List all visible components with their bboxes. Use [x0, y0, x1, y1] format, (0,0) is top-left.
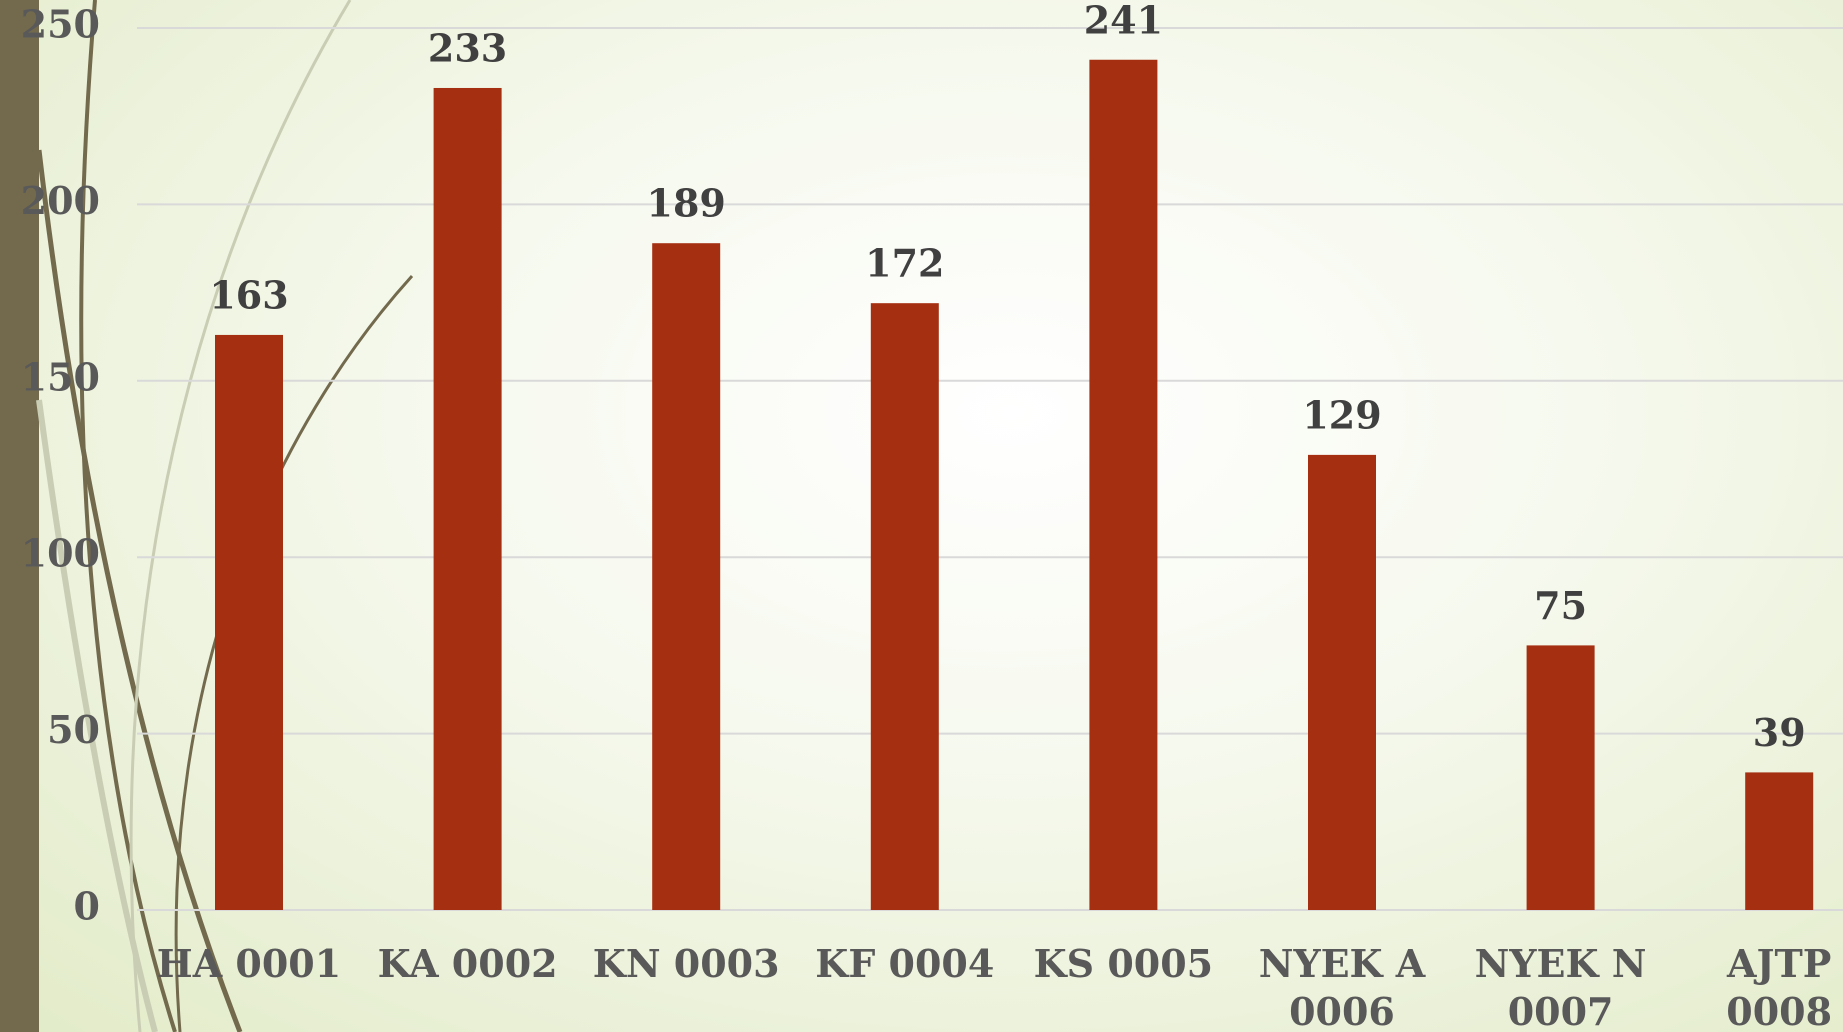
y-tick-label: 0 [74, 884, 100, 929]
x-tick-label: NYEK A 0006 [1258, 941, 1426, 1032]
data-label: 241 [1084, 0, 1163, 42]
x-tick-label: KN 0003 [592, 941, 780, 986]
x-tick-label: KS 0005 [1033, 941, 1214, 986]
curve [129, 0, 352, 1032]
x-tick-label: KF 0004 [815, 941, 995, 986]
y-tick-label: 50 [47, 707, 100, 752]
data-label: 163 [209, 272, 288, 317]
data-label: 75 [1534, 583, 1587, 628]
curve [36, 149, 243, 1032]
curve [36, 399, 158, 1032]
bar [870, 303, 939, 911]
decoration [0, 0, 414, 1032]
bar [1526, 645, 1595, 910]
bar [1089, 59, 1158, 910]
bar [652, 243, 721, 910]
data-label: 129 [1302, 392, 1381, 437]
y-tick-label: 100 [21, 531, 100, 576]
curve [79, 0, 177, 1032]
data-label: 189 [647, 181, 726, 226]
curve [174, 274, 414, 1032]
data-label: 233 [428, 25, 507, 70]
y-tick-label: 250 [21, 2, 100, 47]
bar [215, 334, 283, 910]
x-tick-label: AJTP 0008 [1726, 941, 1833, 1032]
y-tick-label: 200 [21, 178, 100, 223]
bar [1308, 454, 1376, 910]
data-label: 172 [865, 241, 944, 286]
x-tick-label: HA 0001 [156, 941, 342, 986]
x-tick-label: KA 0002 [377, 941, 558, 986]
bar [1745, 772, 1814, 910]
x-tick-label: NYEK N 0007 [1474, 941, 1647, 1032]
data-label: 39 [1753, 710, 1806, 755]
y-tick-label: 150 [21, 354, 100, 399]
side-stripe [0, 0, 39, 1032]
bar [433, 87, 502, 910]
